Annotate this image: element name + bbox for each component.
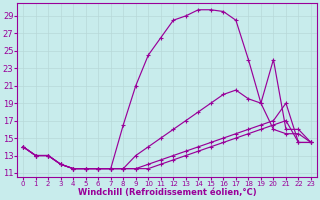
X-axis label: Windchill (Refroidissement éolien,°C): Windchill (Refroidissement éolien,°C) bbox=[78, 188, 256, 197]
